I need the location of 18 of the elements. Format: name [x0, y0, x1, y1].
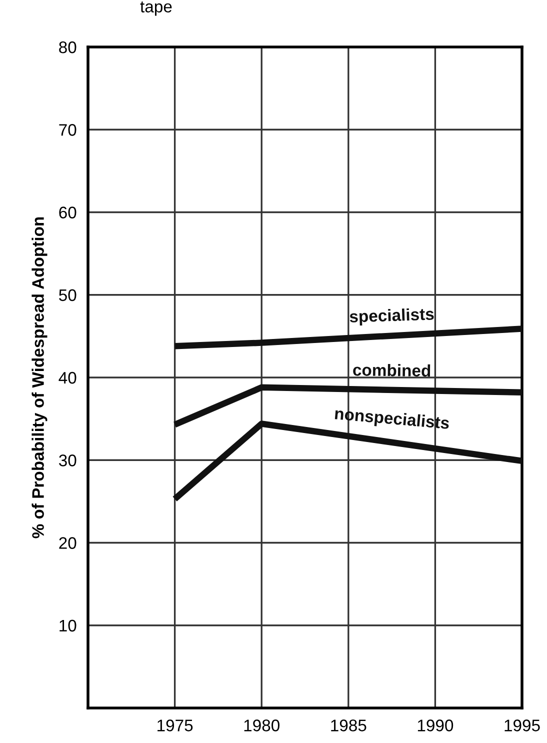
x-tick-label: 1985 [331, 720, 366, 732]
x-tick-label: 1975 [158, 720, 193, 732]
y-tick-label: 20 [59, 537, 76, 549]
y-tick-label: 40 [58, 372, 76, 384]
text: tape [140, 2, 172, 16]
series-label: nonspecialists [334, 407, 450, 432]
y-tick-label: 80 [59, 41, 76, 54]
y-tick-label: 60 [59, 206, 76, 218]
series-label: specialists [350, 308, 434, 326]
y-axis-title: % of Probability of Widespread Adoption [32, 217, 48, 538]
y-tick-label: 50 [59, 289, 76, 302]
x-tick-label: 1980 [244, 720, 280, 732]
y-tick-label: 10 [60, 620, 76, 632]
y-tick-label: 30 [58, 454, 76, 466]
y-tick-label: 70 [59, 124, 76, 136]
x-tick-label: 1990 [418, 720, 454, 732]
x-tick-label: 1995 [504, 720, 540, 732]
series-label: combined [353, 364, 430, 377]
